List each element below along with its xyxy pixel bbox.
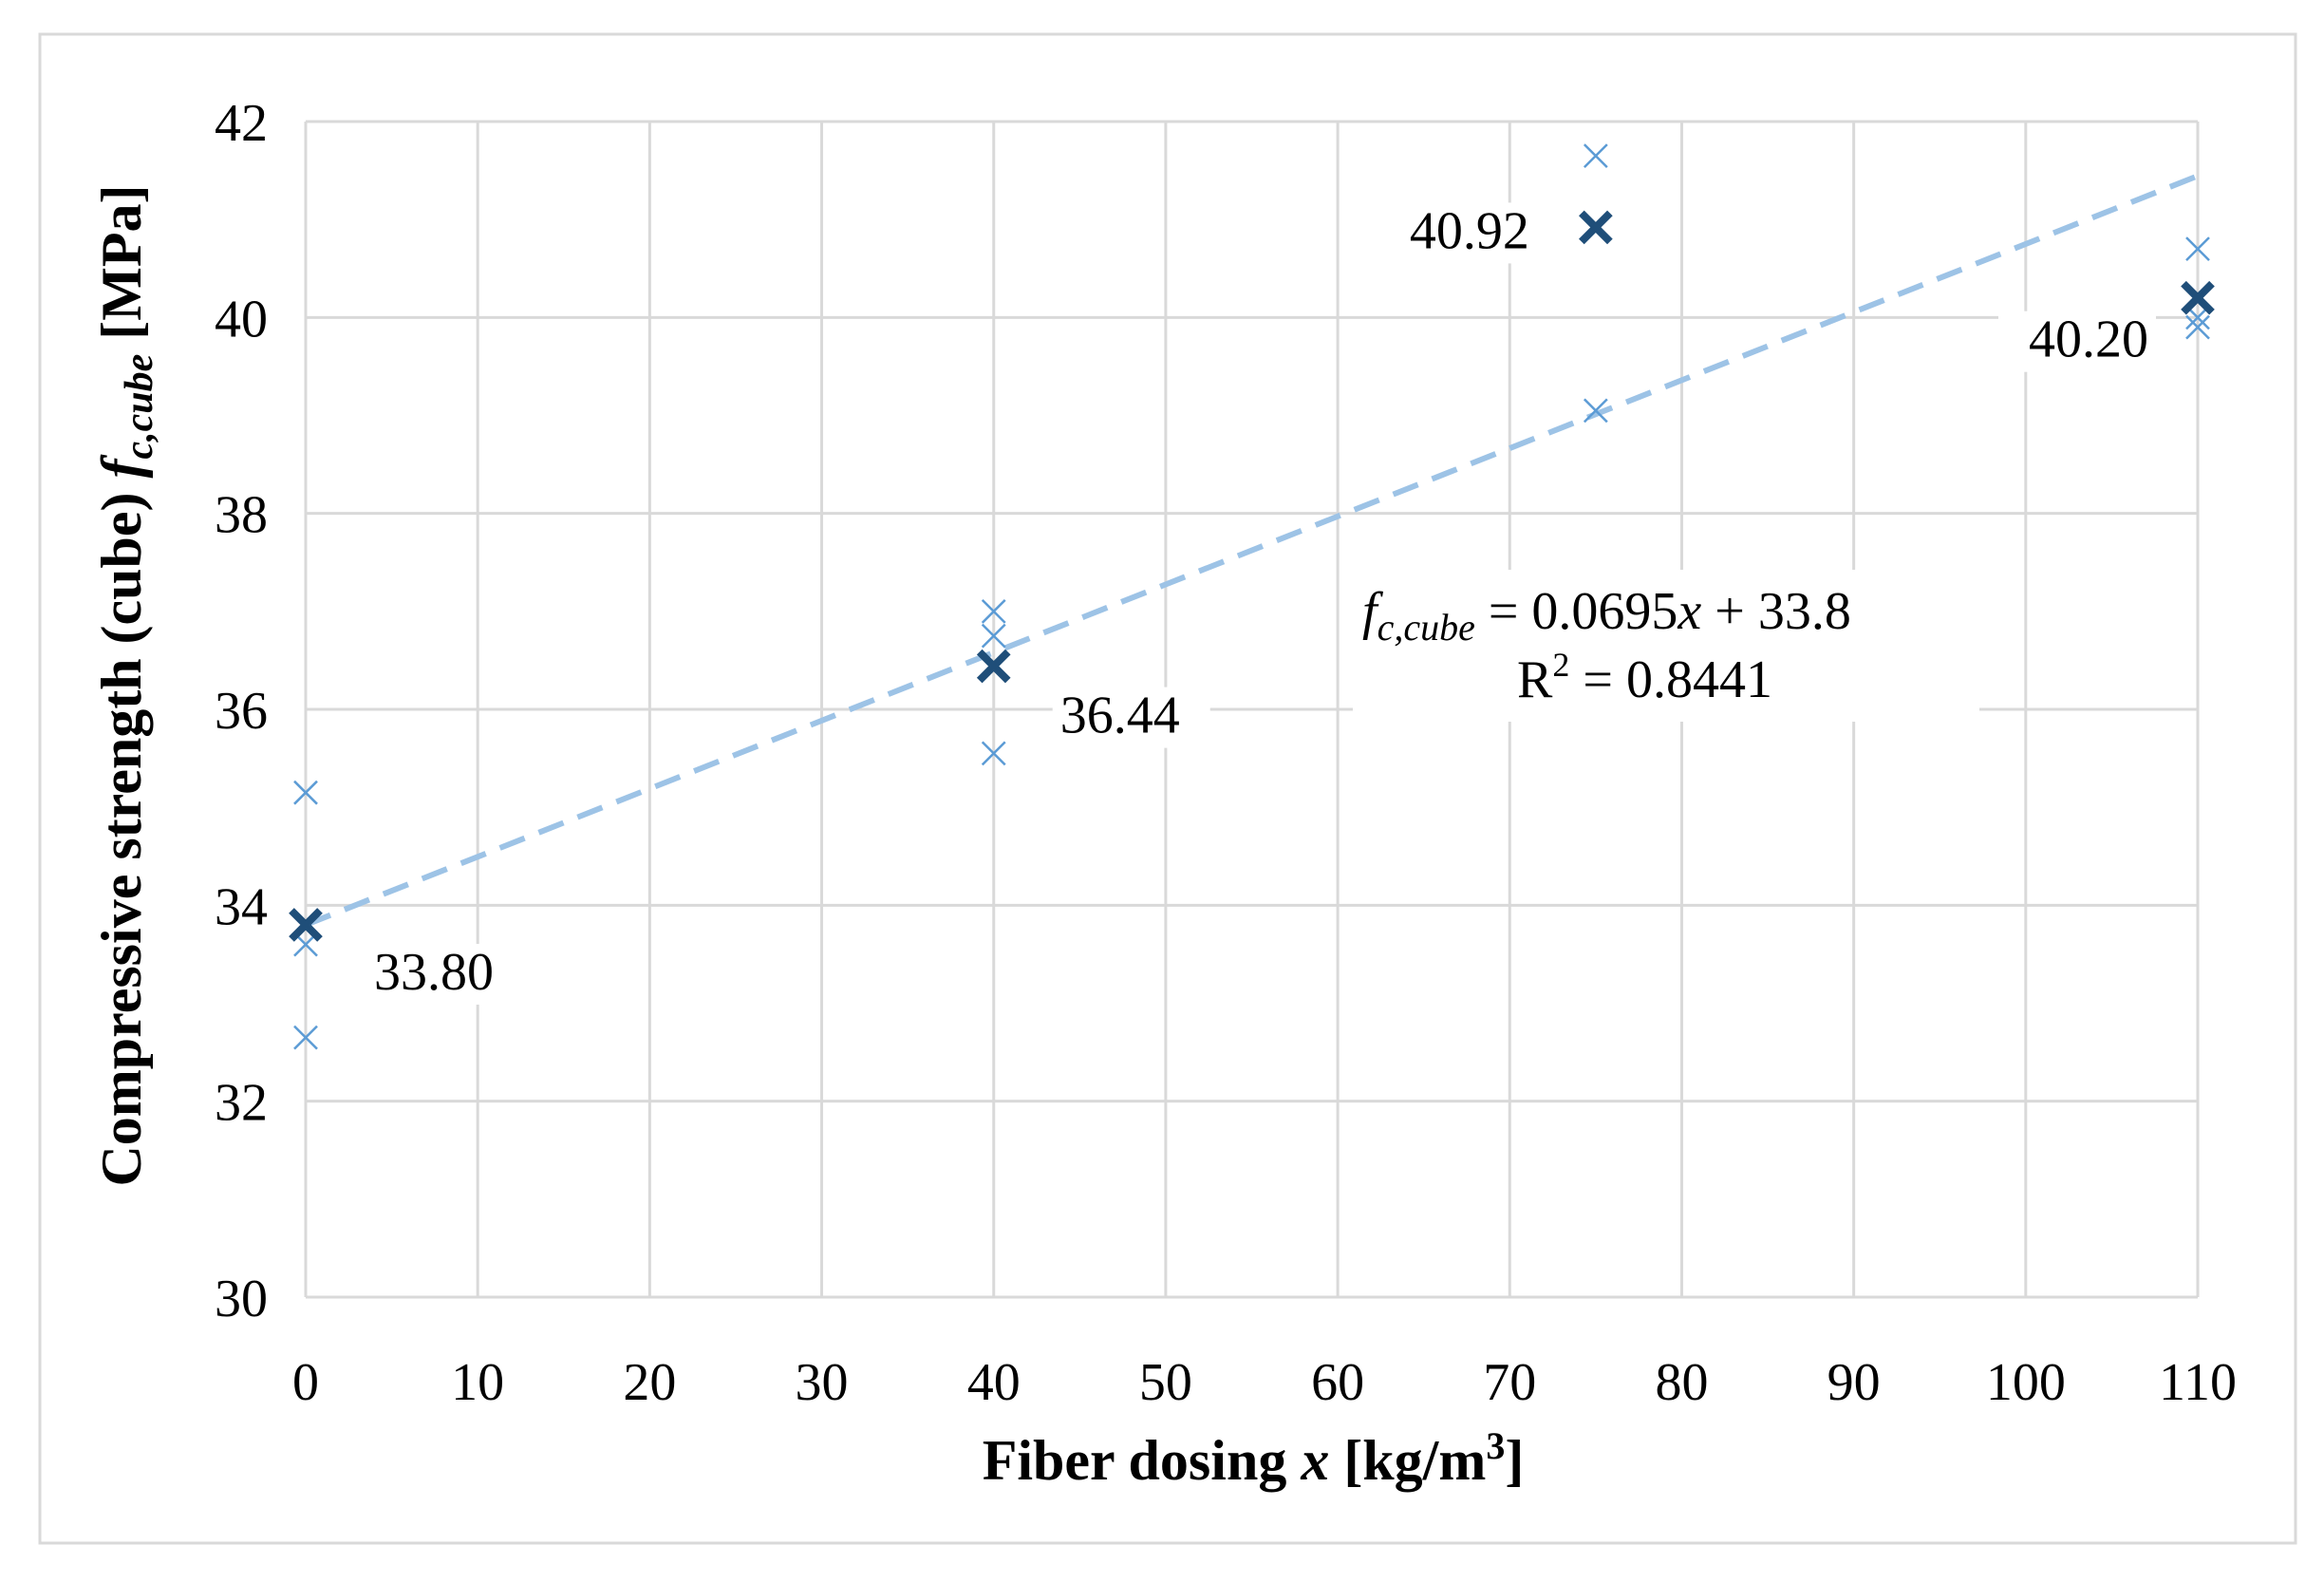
r2-superscript: 2 (1552, 646, 1569, 684)
data-point (293, 780, 318, 805)
y-tick-label: 36 (215, 682, 268, 741)
y-tick-label: 42 (215, 94, 268, 153)
data-label: 33.80 (374, 943, 494, 1002)
trendline-group (304, 173, 2200, 928)
tick-labels: 0 10 20 30 40 50 60 70 80 90 100 110 30 32 34 36 38 40 42 (215, 94, 2237, 1412)
data-point (293, 1025, 318, 1050)
data-point (1583, 398, 1608, 424)
data-label-background (366, 943, 524, 1005)
x-tick-label: 80 (1655, 1353, 1708, 1412)
y-axis-title: Compressive strength (cube) fc,cube [MPa… (90, 184, 161, 1186)
trendline (304, 173, 2200, 928)
r2-lead: R (1517, 650, 1553, 709)
y-tick-label: 34 (215, 877, 268, 936)
x-axis-title-var: x (1300, 1429, 1329, 1492)
y-axis-title-suffix: [MPa] (90, 184, 153, 353)
equation-rhs: = 0.0695 (1475, 582, 1678, 641)
x-tick-label: 90 (1827, 1353, 1881, 1412)
data-markers (289, 143, 2215, 1050)
trendline-equation: fc,cube = 0.0695x + 33.8 (1362, 582, 1851, 649)
data-point (2185, 314, 2210, 340)
x-tick-label: 30 (796, 1353, 849, 1412)
x-tick-label: 0 (292, 1353, 319, 1412)
y-axis-title-sub: c,cube (118, 354, 161, 460)
trendline-r2: R2 = 0.8441 (1517, 646, 1772, 709)
data-point (981, 741, 1006, 766)
x-tick-label: 50 (1139, 1353, 1192, 1412)
data-label: 36.44 (1060, 687, 1180, 745)
data-label-background (1052, 687, 1210, 748)
mean-point (976, 649, 1011, 684)
data-point (1583, 143, 1608, 168)
x-axis-title-prefix: Fiber dosing (983, 1429, 1302, 1492)
x-tick-label: 100 (1986, 1353, 2066, 1412)
x-axis-title-end: ] (1505, 1429, 1524, 1492)
x-tick-label: 10 (451, 1353, 504, 1412)
data-label: 40.20 (2029, 311, 2148, 369)
data-label-background (1378, 202, 1537, 264)
x-tick-label: 60 (1311, 1353, 1364, 1412)
x-tick-label: 20 (623, 1353, 676, 1412)
y-axis-title-prefix: Compressive strength (cube) (90, 478, 153, 1186)
data-label: 40.92 (1410, 201, 1529, 260)
x-tick-label: 70 (1483, 1353, 1536, 1412)
y-tick-label: 40 (215, 290, 268, 348)
mean-point (2181, 280, 2215, 315)
y-tick-label: 30 (215, 1270, 268, 1328)
y-tick-label: 38 (215, 486, 268, 545)
x-tick-label: 110 (2159, 1353, 2237, 1412)
x-axis-title: Fiber dosing x [kg/m3] (983, 1424, 1525, 1492)
data-label-background (1998, 311, 2156, 372)
data-point (981, 623, 1006, 649)
r2-tail: = 0.8441 (1569, 650, 1772, 709)
x-tick-label: 40 (967, 1353, 1021, 1412)
mean-point (289, 908, 323, 942)
mean-point (1579, 210, 1613, 245)
equation-subscript: c,cube (1378, 606, 1475, 649)
x-axis-title-suffix: [kg/m (1329, 1429, 1486, 1492)
equation-x: x (1677, 582, 1701, 641)
equation-tail: + 33.8 (1701, 582, 1851, 641)
x-axis-title-sup: 3 (1486, 1424, 1505, 1467)
chart-border (38, 32, 2297, 1545)
y-tick-label: 32 (215, 1074, 268, 1133)
data-point (2185, 236, 2210, 262)
equation-background (1353, 570, 1979, 722)
data-labels: 33.80 36.44 40.92 40.20 (366, 201, 2156, 1005)
data-point (981, 598, 1006, 624)
